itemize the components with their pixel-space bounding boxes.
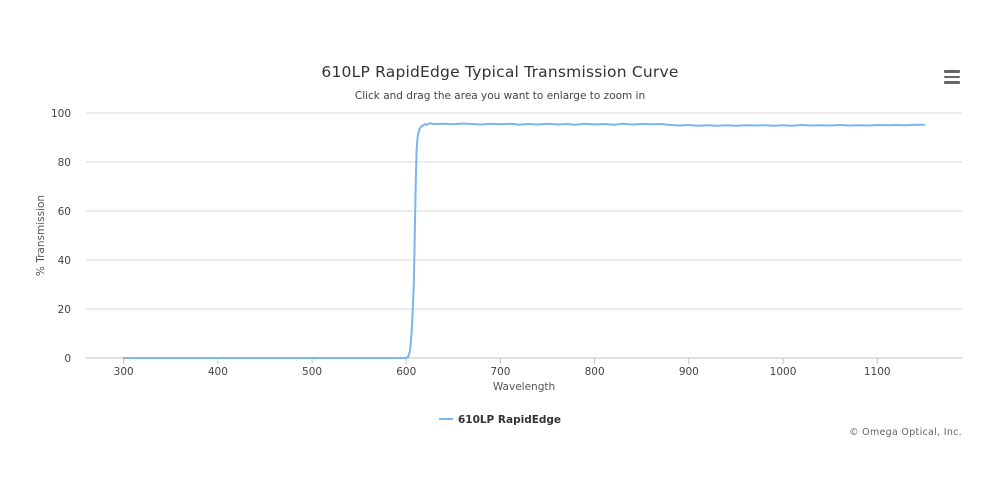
y-tick-label: 40 xyxy=(58,255,71,267)
credits-text[interactable]: © Omega Optical, Inc. xyxy=(849,427,962,438)
y-tick-label: 20 xyxy=(58,304,71,316)
menu-bar xyxy=(944,81,960,84)
x-tick-label: 500 xyxy=(302,366,322,378)
x-tick-label: 700 xyxy=(490,366,510,378)
hamburger-menu-icon[interactable] xyxy=(938,64,966,86)
chart-subtitle: Click and drag the area you want to enla… xyxy=(354,90,646,102)
y-tick-label: 0 xyxy=(64,353,71,365)
legend-label: 610LP RapidEdge xyxy=(457,414,562,426)
x-tick-label: 600 xyxy=(396,366,416,378)
chart-title: 610LP RapidEdge Typical Transmission Cur… xyxy=(321,63,679,81)
x-tick-label: 900 xyxy=(679,366,699,378)
x-tick-label: 400 xyxy=(208,366,228,378)
y-tick-label: 80 xyxy=(58,157,71,169)
legend-item[interactable]: 610LP RapidEdge xyxy=(0,414,1000,426)
y-tick-label: 60 xyxy=(58,206,71,218)
x-tick-label: 300 xyxy=(114,366,134,378)
x-tick-label: 1000 xyxy=(770,366,797,378)
y-tick-label: 100 xyxy=(51,108,71,120)
menu-bar xyxy=(944,70,960,73)
x-axis-title: Wavelength xyxy=(493,381,555,393)
y-axis-title: % Transmission xyxy=(35,195,47,276)
x-tick-label: 800 xyxy=(585,366,605,378)
x-tick-label: 1100 xyxy=(864,366,891,378)
legend-swatch xyxy=(438,418,453,420)
series-line xyxy=(122,122,926,359)
menu-bar xyxy=(944,75,960,78)
